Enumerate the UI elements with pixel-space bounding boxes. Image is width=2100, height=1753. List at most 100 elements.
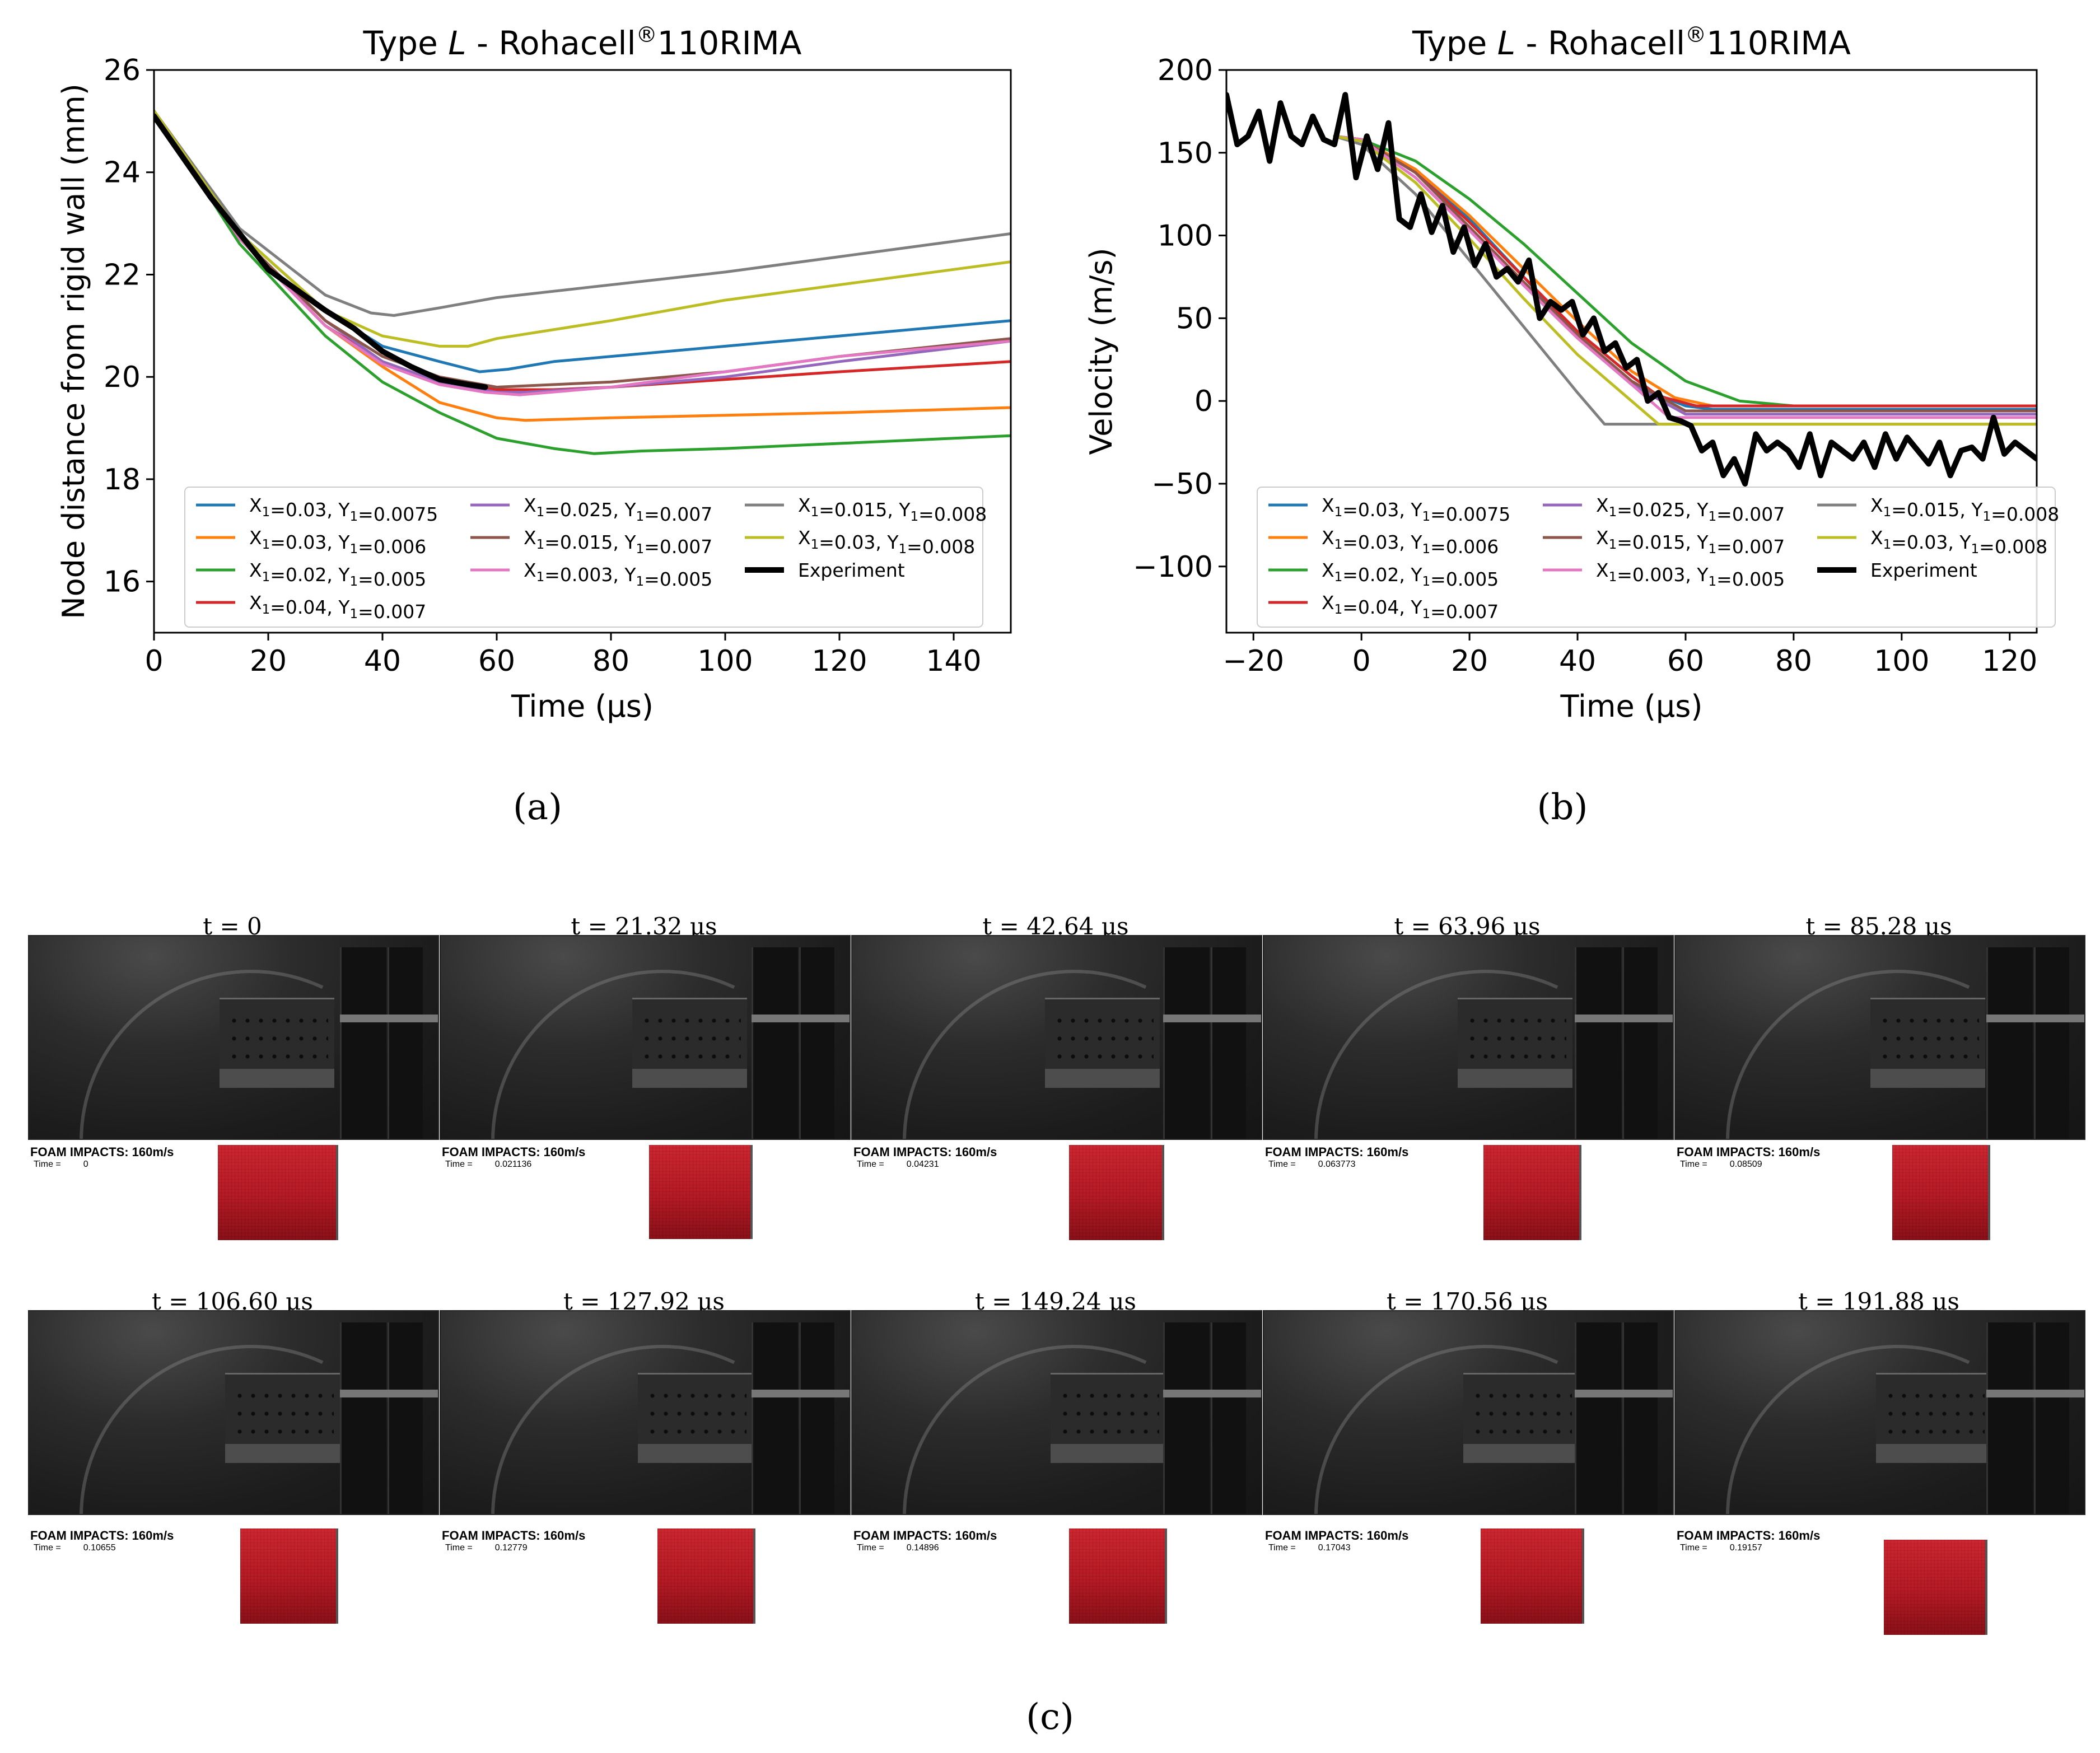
x-tick-label: 40 — [364, 644, 401, 678]
y-tick-label: 200 — [1158, 54, 1213, 87]
simulation-label: FOAM IMPACTS: 160m/s — [1265, 1528, 1409, 1542]
simulation-label: FOAM IMPACTS: 160m/s — [442, 1145, 586, 1159]
rigid-wall-plate — [1622, 1322, 1658, 1514]
wall-band — [340, 1015, 438, 1022]
time-label: Time = — [34, 1160, 61, 1169]
rigid-wall-plate — [1211, 1322, 1246, 1514]
legend-label: X1=0.04, Y1=0.007 — [249, 592, 426, 623]
high-speed-photo — [440, 1310, 851, 1515]
high-speed-photo — [1263, 935, 1674, 1140]
time-label: Time = — [1680, 1543, 1707, 1553]
x-tick-label: 60 — [1667, 644, 1704, 678]
y-tick-label: −50 — [1151, 468, 1213, 501]
legend-label: X1=0.025, Y1=0.007 — [524, 494, 712, 525]
y-tick-label: 20 — [104, 361, 141, 394]
time-label: Time = — [1268, 1160, 1296, 1169]
x-tick-label: 100 — [1874, 644, 1929, 678]
y-axis-label: Node distance from rigid wall (mm) — [56, 83, 91, 619]
x-tick-label: 140 — [926, 644, 981, 678]
legend-box — [184, 487, 983, 628]
legend-label: X1=0.003, Y1=0.005 — [524, 559, 712, 590]
y-tick-label: 18 — [104, 463, 141, 497]
foam-block-mesh — [1483, 1145, 1581, 1240]
rigid-wall-plate — [388, 1322, 423, 1514]
foam-specimen — [1458, 998, 1572, 1088]
foam-specimen — [1045, 998, 1160, 1088]
simulation-frame: FOAM IMPACTS: 160m/s Time = 0.19157 — [1677, 1528, 2080, 1640]
high-speed-photo — [851, 1310, 1262, 1515]
x-tick-label: 100 — [697, 644, 753, 678]
time-label: Time = — [445, 1543, 473, 1553]
plot-frame — [1225, 69, 2038, 634]
x-axis-label: Time (μs) — [1560, 689, 1703, 724]
series-line-x1-0-03-y1-0-008 — [154, 109, 1011, 348]
wall-band — [1986, 1015, 2084, 1022]
series-line-experiment — [154, 113, 488, 390]
high-speed-photo — [1674, 935, 2085, 1140]
y-tick-label: 24 — [104, 156, 141, 190]
foam-specimen — [1051, 1373, 1165, 1463]
rigid-wall-plate — [1211, 947, 1246, 1139]
legend-label: X1=0.03, Y1=0.008 — [1870, 527, 2047, 558]
wall-band — [1163, 1015, 1261, 1022]
series-line-x1-0-03-y1-0-0075 — [154, 109, 1011, 373]
legend-label: X1=0.03, Y1=0.006 — [1322, 527, 1499, 558]
x-tick-label: 120 — [811, 644, 867, 678]
high-speed-photo — [440, 935, 851, 1140]
series-line-x1-0-03-y1-0-006 — [154, 109, 1011, 422]
simulation-time: Time = 0.08509 — [1677, 1160, 1762, 1170]
wall-band — [1986, 1390, 2084, 1397]
simulation-frame: FOAM IMPACTS: 160m/s Time = 0.12779 — [442, 1528, 845, 1640]
panel-caption-a: (a) — [512, 787, 563, 828]
legend-label: X1=0.003, Y1=0.005 — [1596, 559, 1785, 590]
legend-label: X1=0.03, Y1=0.0075 — [1322, 494, 1510, 525]
legend-box — [1257, 487, 2056, 628]
series-line-x1-0-02-y1-0-005 — [1333, 134, 2037, 408]
chart-title: Type L - Rohacell®110RIMA — [363, 22, 802, 62]
simulation-time: Time = 0.14896 — [853, 1543, 939, 1553]
simulation-frame: FOAM IMPACTS: 160m/s Time = 0.08509 — [1677, 1145, 2080, 1257]
high-speed-photo — [28, 935, 439, 1140]
simulation-time: Time = 0 — [30, 1160, 88, 1170]
rigid-wall — [1163, 947, 1210, 1139]
panel-caption-b: (b) — [1537, 787, 1588, 828]
series-line-x1-0-015-y1-0-007 — [154, 109, 1011, 389]
simulation-frame: FOAM IMPACTS: 160m/s Time = 0 — [30, 1145, 433, 1257]
rigid-wall-plate — [2034, 1322, 2069, 1514]
legend-label: X1=0.015, Y1=0.008 — [798, 494, 987, 525]
y-tick-label: 100 — [1158, 219, 1213, 253]
x-tick-label: 0 — [1352, 644, 1371, 678]
specimen-base — [1045, 1069, 1160, 1088]
foam-specimen — [1870, 998, 1985, 1088]
foam-block-mesh — [1481, 1528, 1584, 1624]
legend-label: X1=0.02, Y1=0.005 — [1322, 559, 1499, 590]
simulation-label: FOAM IMPACTS: 160m/s — [442, 1528, 586, 1542]
foam-block-mesh — [218, 1145, 338, 1240]
time-value: 0.14896 — [906, 1543, 939, 1553]
charts-svg: 0 20 40 60 80 100 120 140 16 18 20 22 24 26 Time (μs) N… — [56, 22, 2059, 724]
rigid-wall-plate — [799, 1322, 834, 1514]
specimen-base — [1876, 1444, 1991, 1463]
time-value: 0.17043 — [1318, 1543, 1351, 1553]
simulation-label: FOAM IMPACTS: 160m/s — [1677, 1145, 1821, 1159]
simulation-time: Time = 0.021136 — [442, 1160, 531, 1170]
y-tick-label: 22 — [104, 258, 141, 292]
y-tick-label: 26 — [104, 54, 141, 87]
simulation-label: FOAM IMPACTS: 160m/s — [30, 1528, 174, 1542]
y-axis-label: Velocity (m/s) — [1084, 247, 1119, 455]
rigid-wall — [340, 947, 386, 1139]
high-speed-photo — [1263, 1310, 1674, 1515]
foam-block-mesh — [1884, 1540, 1987, 1635]
series-line-experiment — [1226, 92, 2037, 487]
legend-label: X1=0.02, Y1=0.005 — [249, 559, 426, 590]
simulation-label: FOAM IMPACTS: 160m/s — [853, 1145, 997, 1159]
time-value: 0.12779 — [494, 1543, 528, 1553]
simulation-frame: FOAM IMPACTS: 160m/s Time = 0.17043 — [1265, 1528, 1668, 1640]
rigid-wall — [1986, 947, 2033, 1139]
foam-specimen — [638, 1373, 753, 1463]
x-tick-label: 20 — [1451, 644, 1488, 678]
time-value: 0.08509 — [1729, 1160, 1762, 1169]
foam-block-mesh — [1892, 1145, 1990, 1240]
simulation-time: Time = 0.19157 — [1677, 1543, 1762, 1553]
